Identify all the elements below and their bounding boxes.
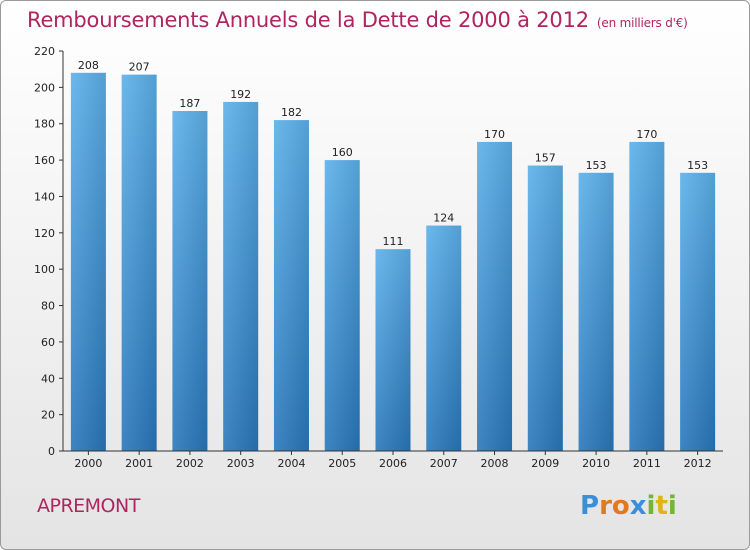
commune-name: APREMONT: [37, 495, 140, 517]
bar-shade-2004: [273, 120, 309, 451]
y-tick-label-220: 220: [34, 45, 55, 58]
bar-shade-2003: [223, 101, 259, 451]
data-label-2009: 157: [535, 152, 556, 165]
y-tick-label-120: 120: [34, 227, 55, 240]
y-tick-label-100: 100: [34, 263, 55, 276]
bar-shade-2005: [324, 160, 360, 451]
x-tick-label-2000: 2000: [74, 457, 102, 470]
y-tick-label-80: 80: [41, 300, 55, 313]
data-label-2001: 207: [129, 61, 150, 74]
logo-letter: i: [667, 491, 677, 521]
bar-shade-2007: [426, 225, 462, 451]
x-tick-label-2011: 2011: [633, 457, 661, 470]
bar-shade-2009: [527, 165, 563, 451]
y-tick-label-200: 200: [34, 81, 55, 94]
y-tick-label-0: 0: [48, 445, 55, 458]
x-tick-label-2008: 2008: [481, 457, 509, 470]
data-label-2011: 170: [636, 128, 657, 141]
x-tick-label-2007: 2007: [430, 457, 458, 470]
bars-group: 208 207 187 192 182 160 111 124 170 157 153 170 153: [70, 59, 716, 452]
y-tick-label-140: 140: [34, 190, 55, 203]
data-label-2010: 153: [586, 159, 607, 172]
bar-shade-2001: [121, 74, 157, 452]
data-label-2006: 111: [383, 235, 404, 248]
title-text: Remboursements Annuels de la Dette de 20…: [27, 8, 589, 32]
data-label-2008: 170: [484, 128, 505, 141]
x-tick-label-2012: 2012: [684, 457, 712, 470]
bar-shade-2002: [172, 111, 208, 451]
data-label-2004: 182: [281, 106, 302, 119]
x-tick-label-2009: 2009: [531, 457, 559, 470]
y-tick-label-160: 160: [34, 154, 55, 167]
y-tick-label-20: 20: [41, 409, 55, 422]
bar-shade-2000: [70, 72, 106, 452]
logo-letter: x: [629, 491, 647, 521]
y-tick-label-180: 180: [34, 118, 55, 131]
x-tick-label-2005: 2005: [328, 457, 356, 470]
x-tick-label-2006: 2006: [379, 457, 407, 470]
logo-letter: i: [646, 491, 656, 521]
chart-subtitle: (en milliers d'€): [596, 16, 688, 30]
y-tick-label-40: 40: [41, 372, 55, 385]
proxiti-logo: Proxiti: [580, 491, 677, 521]
data-label-2012: 153: [687, 159, 708, 172]
logo-letter: t: [655, 491, 668, 521]
logo-letter: P: [580, 491, 600, 521]
data-label-2002: 187: [179, 97, 200, 110]
bar-shade-2010: [578, 172, 614, 451]
bar-shade-2008: [477, 141, 513, 451]
data-label-2000: 208: [78, 59, 99, 72]
data-label-2007: 124: [433, 212, 454, 225]
x-tick-label-2001: 2001: [125, 457, 153, 470]
axes-group: 2000 2001 2002 2003 2004 2005 2006 2007 2008 2009…: [34, 45, 723, 470]
x-tick-label-2004: 2004: [277, 457, 305, 470]
bar-shade-2011: [629, 141, 665, 451]
bar-shade-2006: [375, 249, 411, 451]
x-tick-label-2003: 2003: [227, 457, 255, 470]
chart-title: Remboursements Annuels de la Dette de 20…: [27, 8, 688, 32]
logo-letter: r: [599, 491, 612, 521]
data-label-2005: 160: [332, 146, 353, 159]
bar-shade-2012: [680, 172, 716, 451]
y-tick-label-60: 60: [41, 336, 55, 349]
x-tick-label-2010: 2010: [582, 457, 610, 470]
x-tick-label-2002: 2002: [176, 457, 204, 470]
data-label-2003: 192: [230, 88, 251, 101]
logo-letter: o: [611, 491, 630, 521]
